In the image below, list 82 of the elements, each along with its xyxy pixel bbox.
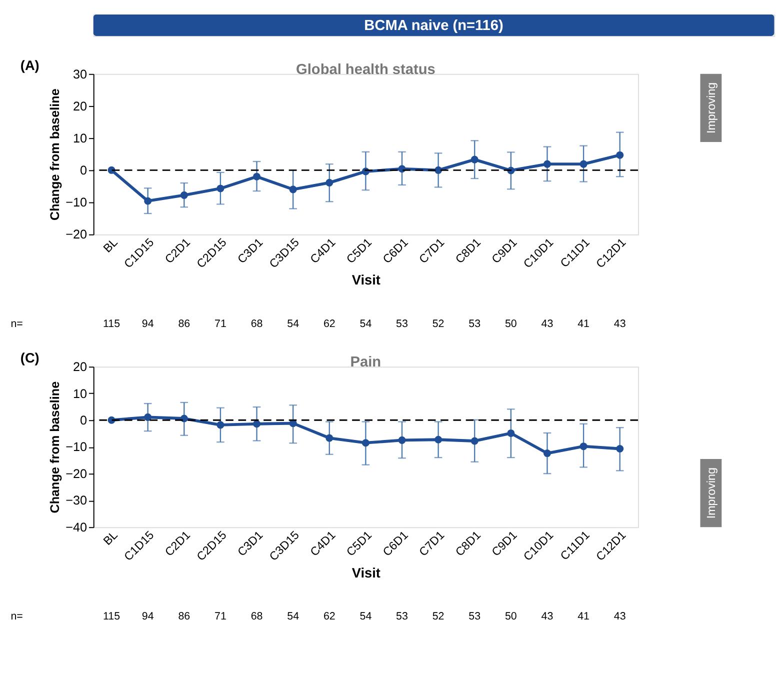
point — [144, 197, 152, 205]
point — [543, 450, 551, 458]
text: 86 — [178, 610, 190, 622]
point — [434, 166, 442, 174]
point — [326, 434, 334, 442]
y-tick-label: 0 — [80, 413, 88, 428]
text: 68 — [250, 318, 263, 330]
x-tick-label: BL — [101, 236, 121, 256]
point — [616, 444, 624, 452]
point — [362, 439, 370, 447]
point — [470, 156, 478, 164]
y-tick-label: −20 — [66, 228, 88, 242]
y-tick-label: −20 — [66, 466, 88, 481]
text: 86 — [178, 318, 190, 330]
text: 54 — [360, 318, 372, 330]
text: 115 — [103, 318, 120, 330]
y-tick-label: 20 — [73, 360, 88, 374]
text: 53 — [396, 318, 408, 330]
text: 43 — [614, 610, 626, 622]
text: 41 — [578, 610, 590, 622]
text: 71 — [214, 610, 226, 622]
chart-title: BCMA naive (n=116) — [364, 18, 504, 34]
text: 54 — [287, 318, 300, 330]
point — [252, 172, 261, 180]
x-axis-title: Visit — [352, 272, 381, 288]
point — [180, 414, 188, 422]
point — [616, 151, 624, 159]
point — [144, 413, 152, 421]
point — [580, 442, 588, 450]
text: 52 — [432, 610, 444, 622]
point — [216, 421, 224, 429]
point — [180, 191, 188, 199]
y-axis-title: Change from baseline — [48, 381, 62, 514]
text: 43 — [541, 318, 554, 330]
text: (A) — [20, 58, 40, 73]
point — [470, 437, 478, 445]
point — [398, 436, 406, 444]
x-axis-title: Visit — [352, 565, 381, 580]
point — [326, 178, 334, 186]
chart-subtitle: Pain — [350, 354, 382, 371]
y-axis-title: Change from baseline — [48, 88, 62, 221]
text: 94 — [142, 610, 154, 622]
text: n= — [10, 610, 23, 622]
text: 54 — [287, 610, 300, 622]
text: Improving — [704, 467, 718, 519]
text: 53 — [468, 318, 481, 330]
y-tick-label: 20 — [73, 99, 88, 114]
text: 50 — [504, 610, 517, 622]
text: 53 — [468, 610, 481, 622]
text: 71 — [214, 318, 226, 330]
text: 54 — [360, 610, 372, 622]
y-tick-label: −10 — [66, 440, 88, 454]
text: n= — [10, 318, 23, 330]
y-tick-label: −10 — [66, 196, 88, 210]
point — [216, 184, 224, 192]
text: Improving — [704, 82, 718, 134]
text: 53 — [396, 610, 408, 622]
point — [543, 160, 551, 168]
y-tick-label: −40 — [66, 520, 88, 534]
point — [289, 186, 297, 194]
y-tick-label: 0 — [80, 164, 88, 178]
point — [252, 420, 261, 428]
text: (C) — [20, 350, 40, 366]
chart-subtitle: Global health status — [296, 62, 436, 78]
text: 52 — [432, 318, 444, 330]
text: 43 — [614, 318, 626, 330]
point — [434, 436, 442, 444]
text: 41 — [578, 318, 590, 330]
point — [580, 160, 588, 168]
text: 62 — [323, 318, 336, 330]
y-tick-label: 30 — [73, 67, 88, 82]
point — [507, 429, 515, 437]
text: 115 — [103, 610, 120, 622]
x-tick-label: BL — [101, 528, 121, 548]
text: 50 — [504, 318, 517, 330]
text: 68 — [250, 610, 263, 622]
y-tick-label: −30 — [66, 494, 88, 508]
text: 43 — [541, 610, 554, 622]
text: 94 — [142, 318, 154, 330]
text: 62 — [323, 610, 336, 622]
y-tick-label: 10 — [73, 131, 88, 146]
y-tick-label: 10 — [73, 386, 88, 401]
